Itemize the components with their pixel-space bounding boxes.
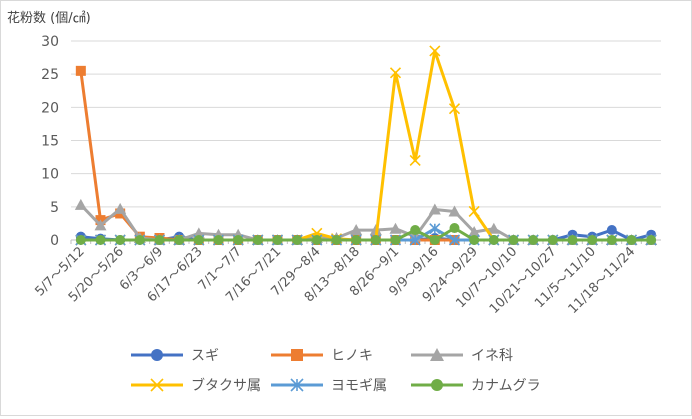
data-point bbox=[528, 235, 539, 245]
data-point bbox=[75, 65, 86, 76]
data-point bbox=[290, 378, 304, 392]
y-tick-label: 0 bbox=[50, 233, 59, 249]
data-point bbox=[567, 235, 578, 245]
series-line bbox=[80, 49, 652, 242]
data-point bbox=[351, 235, 362, 245]
data-point bbox=[429, 235, 440, 245]
data-point bbox=[370, 235, 381, 245]
data-point bbox=[389, 67, 402, 79]
data-point bbox=[311, 235, 322, 245]
data-point bbox=[150, 378, 164, 392]
data-point bbox=[469, 235, 480, 245]
data-point bbox=[74, 198, 87, 210]
legend-label: ヨモギ属 bbox=[331, 378, 387, 394]
data-point bbox=[428, 203, 441, 215]
data-point bbox=[429, 45, 441, 57]
gridlines bbox=[71, 40, 661, 241]
data-point bbox=[547, 235, 558, 245]
data-point bbox=[429, 223, 441, 235]
data-point bbox=[154, 235, 165, 245]
legend-item: ヒノキ bbox=[271, 348, 373, 364]
legend-label: ヒノキ bbox=[331, 348, 373, 364]
series-6 bbox=[75, 223, 657, 245]
legend-item: ヨモギ属 bbox=[271, 378, 387, 394]
data-point bbox=[350, 224, 363, 236]
legend-item: ブタクサ属 bbox=[131, 377, 261, 394]
series-line bbox=[79, 70, 455, 242]
data-point bbox=[508, 235, 519, 245]
y-tick-label: 15 bbox=[41, 134, 59, 150]
y-tick-label: 25 bbox=[41, 67, 59, 83]
y-tick-label: 20 bbox=[41, 100, 59, 116]
legend-item: イネ科 bbox=[411, 348, 513, 364]
data-point bbox=[94, 219, 107, 231]
data-point bbox=[449, 223, 460, 234]
data-point bbox=[487, 222, 500, 234]
data-point bbox=[468, 226, 481, 238]
legend-item: カナムグラ bbox=[411, 378, 541, 394]
data-point bbox=[331, 235, 342, 245]
y-tick-label: 10 bbox=[41, 167, 59, 183]
data-point bbox=[134, 235, 145, 245]
data-point bbox=[587, 235, 598, 245]
y-tick-label: 30 bbox=[41, 34, 59, 50]
data-point bbox=[409, 154, 421, 166]
series-group bbox=[74, 45, 658, 246]
data-point bbox=[468, 205, 480, 218]
x-axis: 5/7～5/125/20～5/266/3～6/96/17～6/237/1～7/7… bbox=[32, 240, 642, 317]
data-point bbox=[75, 235, 86, 245]
data-point bbox=[431, 379, 443, 391]
data-point bbox=[291, 349, 303, 361]
legend-label: カナムグラ bbox=[471, 378, 541, 394]
y-axis-unit-label: 花粉数 (個/㎠) bbox=[7, 11, 91, 26]
legend-label: スギ bbox=[191, 348, 219, 364]
series-line bbox=[79, 203, 652, 242]
legend-label: ブタクサ属 bbox=[191, 377, 261, 394]
data-point bbox=[233, 235, 244, 245]
data-point bbox=[389, 222, 402, 234]
data-point bbox=[95, 235, 106, 245]
legend-item: スギ bbox=[131, 348, 219, 364]
data-point bbox=[151, 349, 163, 361]
data-point bbox=[606, 235, 617, 245]
series-2 bbox=[75, 65, 460, 245]
series-4 bbox=[75, 45, 657, 246]
data-point bbox=[448, 234, 461, 246]
data-point bbox=[174, 235, 185, 245]
data-point bbox=[272, 235, 283, 245]
data-point bbox=[488, 235, 499, 245]
data-point bbox=[193, 235, 204, 245]
data-point bbox=[626, 235, 637, 245]
data-point bbox=[115, 235, 126, 245]
data-point bbox=[606, 225, 617, 236]
data-point bbox=[292, 235, 303, 245]
data-point bbox=[252, 235, 263, 245]
data-point bbox=[390, 235, 401, 245]
data-point bbox=[448, 103, 461, 115]
data-point bbox=[448, 205, 461, 217]
data-point bbox=[409, 234, 421, 246]
y-axis: 0 5 10 15 20 25 30 bbox=[41, 34, 59, 249]
y-tick-label: 5 bbox=[50, 200, 59, 216]
data-point bbox=[213, 235, 224, 245]
data-point bbox=[114, 202, 127, 214]
legend-label: イネ科 bbox=[471, 348, 513, 364]
data-point bbox=[192, 227, 205, 239]
data-point bbox=[646, 235, 657, 245]
data-point bbox=[410, 225, 421, 236]
data-point bbox=[430, 348, 444, 361]
